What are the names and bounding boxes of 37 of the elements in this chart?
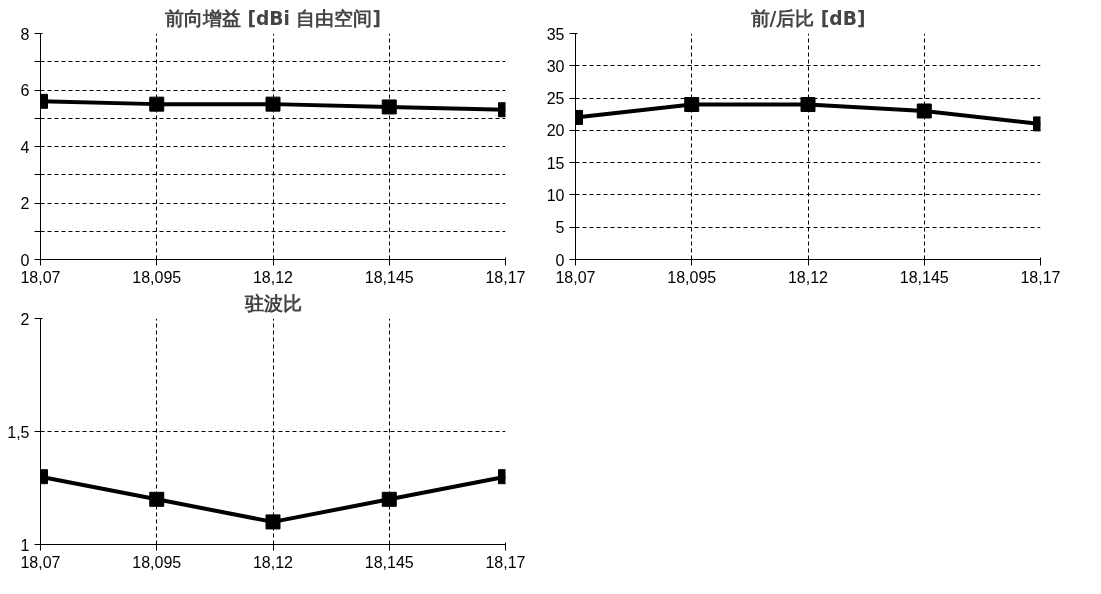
- y-tick-label: 1: [20, 536, 30, 554]
- y-tick-label: 1,5: [7, 423, 30, 441]
- y-tick-label: 20: [546, 122, 565, 140]
- x-tick-label: 18,145: [899, 268, 949, 286]
- x-tick-label: 18,095: [132, 268, 182, 286]
- point: [265, 514, 281, 530]
- y-tick-label: 2: [20, 310, 30, 328]
- x-tick-label: 18,095: [667, 268, 717, 286]
- y-tick-label: 8: [20, 25, 30, 43]
- x-tick-label: 18,145: [364, 268, 414, 286]
- y-tick-label: 6: [20, 82, 30, 99]
- x-tick-label: 18,07: [555, 268, 596, 286]
- y-tick-label: 4: [20, 138, 30, 156]
- x-tick-label: 18,17: [1020, 268, 1061, 286]
- x-tick-label: 18,17: [485, 553, 526, 571]
- y-tick-label: 5: [555, 219, 565, 237]
- y-tick-label: 10: [546, 186, 565, 204]
- chart-title: 前向增益 [dBi 自由空间]: [163, 7, 382, 29]
- chart-title: 前/后比 [dB]: [749, 7, 866, 29]
- y-tick-label: 25: [546, 90, 565, 108]
- x-tick-label: 18,12: [787, 268, 829, 286]
- y-tick-label: 2: [20, 195, 30, 212]
- y-tick-label: 0: [555, 251, 565, 269]
- x-tick-label: 18,17: [485, 268, 526, 286]
- point: [149, 491, 165, 507]
- y-tick-label: 30: [546, 57, 565, 75]
- x-tick-label: 18,12: [252, 268, 294, 286]
- chart-title: 驻波比: [243, 292, 302, 314]
- y-tick-label: 35: [546, 25, 565, 43]
- x-tick-label: 18,095: [132, 553, 182, 571]
- x-tick-label: 18,145: [364, 553, 414, 571]
- x-tick-label: 18,12: [252, 553, 294, 571]
- x-tick-label: 18,07: [20, 268, 61, 286]
- y-tick-label: 0: [20, 251, 30, 269]
- x-tick-label: 18,07: [20, 553, 61, 571]
- point: [381, 491, 397, 507]
- y-tick-label: 15: [546, 154, 565, 172]
